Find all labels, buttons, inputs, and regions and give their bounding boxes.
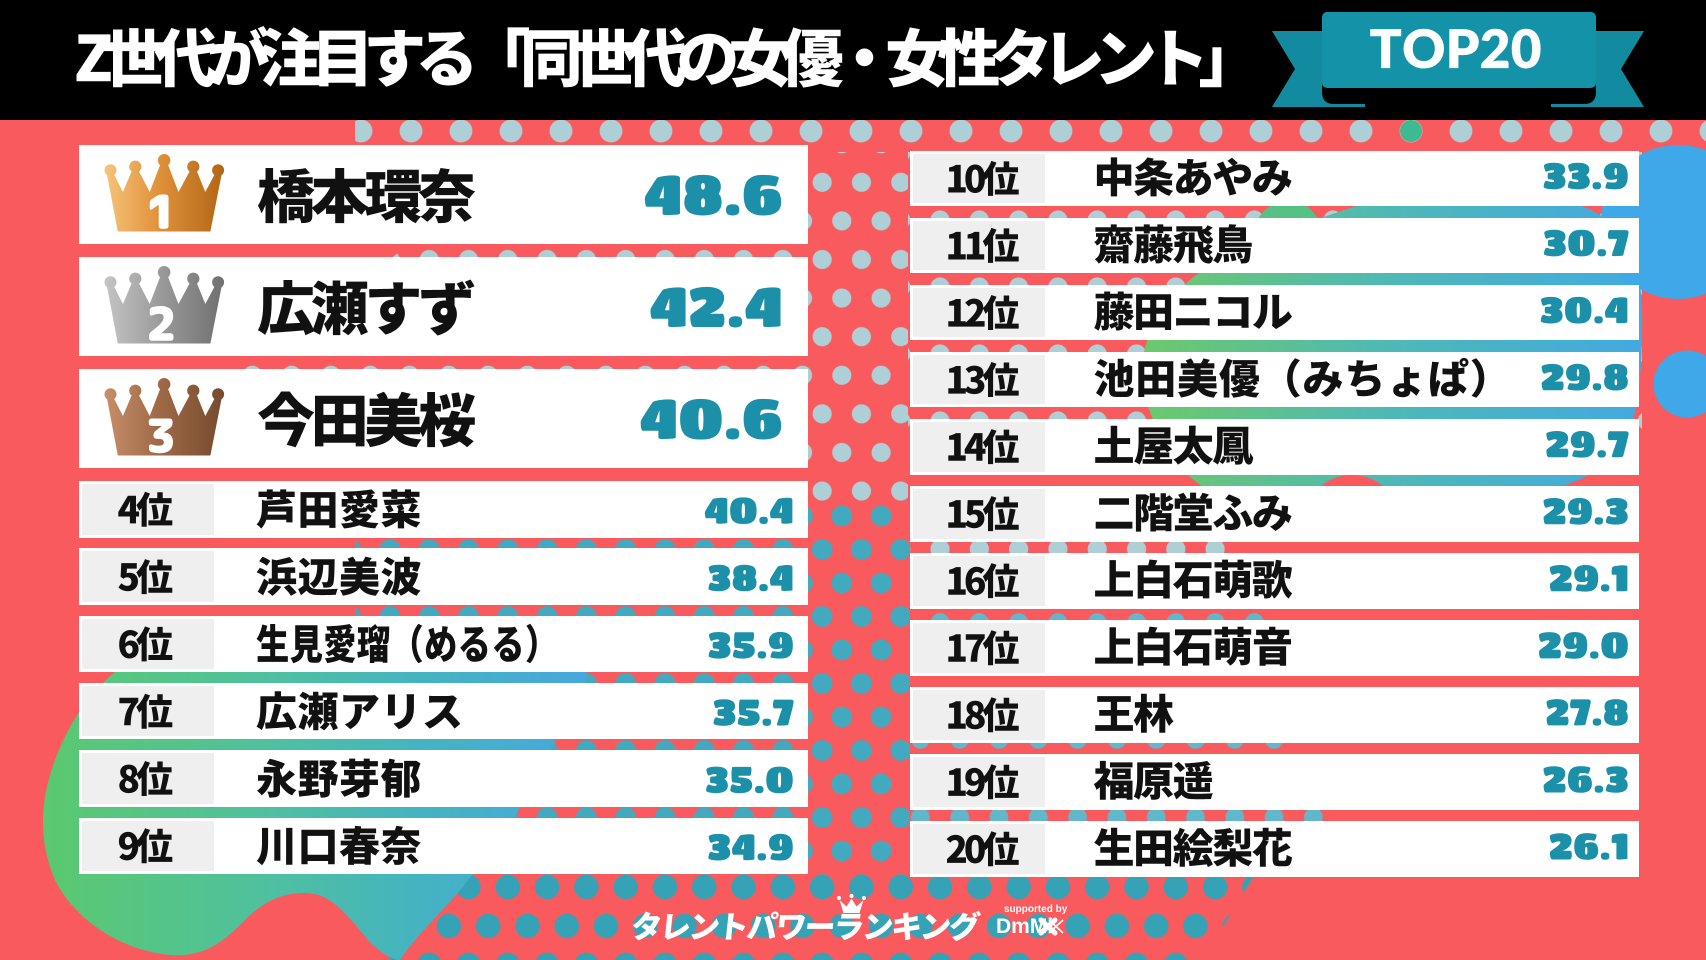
svg-text:supported by: supported by — [1004, 904, 1068, 915]
